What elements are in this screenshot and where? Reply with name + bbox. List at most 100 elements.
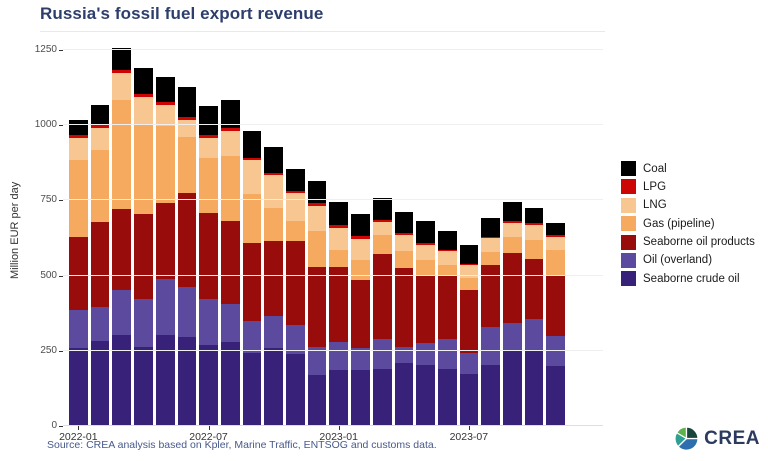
bar-segment: [242, 352, 262, 426]
bar-segment: [69, 134, 88, 138]
bar-segment: [286, 325, 305, 354]
bar-segment: [459, 263, 479, 266]
bar-segment: [307, 346, 327, 376]
bar-2022-12: [307, 180, 327, 426]
bar-segment: [264, 241, 284, 317]
gridline: [63, 124, 603, 126]
bar-segment: [503, 220, 522, 224]
bar-segment: [112, 208, 132, 291]
legend-label: Seaborne oil products: [643, 236, 755, 249]
bar-segment: [459, 290, 479, 353]
bar-segment: [286, 191, 305, 194]
bar-2023-05: [416, 221, 435, 426]
legend-item: Coal: [621, 161, 766, 176]
bar-segment: [394, 234, 414, 252]
bar-segment: [199, 212, 218, 299]
x-tick-label: 2023-01: [319, 431, 358, 443]
bar-segment: [437, 230, 457, 250]
bar-segment: [134, 298, 153, 347]
bar-segment: [242, 242, 262, 322]
bar-segment: [286, 241, 305, 326]
y-tick-mark: [59, 426, 63, 427]
bar-segment: [329, 227, 349, 250]
crea-logo-text: CREA: [704, 427, 760, 449]
gridline: [63, 274, 603, 276]
bar-segment: [503, 237, 522, 254]
bar-segment: [394, 251, 414, 268]
bar-segment: [372, 219, 392, 223]
legend-label: Gas (pipeline): [643, 217, 715, 230]
bar-segment: [220, 341, 240, 426]
bar-segment: [112, 70, 132, 74]
bar-segment: [286, 193, 305, 221]
bar-segment: [307, 203, 327, 206]
bar-segment: [437, 338, 457, 369]
bar-segment: [177, 287, 197, 337]
bar-segment: [437, 265, 457, 277]
legend-label: LNG: [643, 199, 667, 212]
bar-segment: [242, 193, 262, 243]
bar-2023-02: [351, 213, 370, 426]
bar-segment: [90, 341, 110, 426]
bar-segment: [351, 238, 370, 261]
legend-swatch: [621, 216, 636, 232]
bar-segment: [394, 267, 414, 347]
bar-segment: [437, 276, 457, 339]
legend-label: Seaborne crude oil: [643, 272, 740, 285]
bar-2022-04: [134, 67, 153, 426]
bar-segment: [242, 157, 262, 160]
bar-2022-08: [220, 99, 240, 426]
bar-segment: [524, 225, 544, 240]
bar-segment: [264, 175, 284, 209]
legend-swatch: [621, 197, 636, 213]
bar-2023-08: [481, 218, 501, 426]
bar-segment: [351, 260, 370, 281]
legend-item: Seaborne crude oil: [621, 271, 766, 287]
bar-segment: [329, 342, 349, 371]
bar-segment: [307, 205, 327, 231]
bar-segment: [416, 342, 435, 366]
bar-segment: [177, 137, 197, 194]
bar-segment: [220, 303, 240, 342]
bar-segment: [524, 318, 544, 351]
bar-2022-10: [264, 146, 284, 426]
bar-2023-07: [459, 244, 479, 426]
bar-segment: [220, 130, 240, 156]
bar-segment: [459, 244, 479, 264]
bar-segment: [481, 252, 501, 266]
bar-segment: [155, 202, 175, 279]
bar-segment: [307, 266, 327, 347]
legend-swatch: [621, 161, 636, 176]
bar-segment: [437, 368, 457, 426]
bar-segment: [394, 232, 414, 235]
bar-segment: [416, 276, 435, 343]
x-tick-mark: [78, 426, 80, 430]
bar-2023-11: [546, 222, 566, 426]
bar-segment: [546, 249, 566, 277]
bar-segment: [155, 335, 175, 426]
bar-2022-06: [177, 86, 197, 426]
bar-segment: [134, 67, 153, 95]
y-tick-label: 500: [40, 269, 57, 281]
y-axis-label: Million EUR per day: [9, 181, 21, 280]
bar-segment: [351, 236, 370, 239]
bar-segment: [503, 253, 522, 323]
bar-segment: [503, 351, 522, 426]
bar-segment: [546, 336, 566, 367]
bar-segment: [546, 222, 566, 236]
bar-segment: [199, 134, 218, 138]
legend-label: Coal: [643, 162, 667, 175]
bar-segment: [199, 137, 218, 158]
bar-segment: [416, 243, 435, 245]
bar-segment: [351, 280, 370, 348]
gridline: [63, 425, 603, 426]
legend-swatch: [621, 271, 636, 287]
bar-segment: [69, 310, 88, 349]
bar-segment: [481, 218, 501, 237]
bar-segment: [372, 234, 392, 254]
bar-segment: [90, 127, 110, 150]
bar-segment: [177, 116, 197, 120]
bar-segment: [437, 251, 457, 266]
bar-segment: [307, 230, 327, 267]
